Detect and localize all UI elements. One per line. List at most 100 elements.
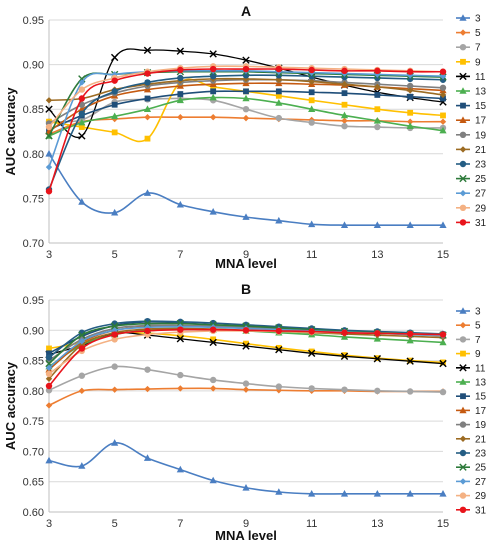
legend-label: 19 bbox=[475, 420, 487, 431]
data-point bbox=[78, 462, 86, 469]
legend-label: 19 bbox=[475, 130, 487, 141]
data-point bbox=[45, 364, 53, 372]
data-point bbox=[374, 123, 381, 131]
data-point bbox=[209, 65, 217, 73]
data-point bbox=[341, 386, 348, 393]
legend-label: 27 bbox=[475, 477, 487, 488]
legend-item: 29 bbox=[456, 491, 487, 502]
legend-label: 15 bbox=[475, 101, 487, 112]
legend-item: 3 bbox=[456, 14, 481, 25]
data-point bbox=[144, 135, 151, 142]
legend-item: 31 bbox=[456, 505, 487, 516]
legend-marker bbox=[459, 14, 467, 21]
data-point bbox=[242, 114, 250, 122]
data-point bbox=[45, 163, 53, 171]
data-point bbox=[275, 488, 283, 495]
legend-label: 31 bbox=[475, 505, 487, 516]
legend-item: 25 bbox=[456, 174, 487, 185]
chart-panel-a: A 0.70 0.75 0.80 0.85 0.90 0.95 3 5 7 9 11 13 15 MNA l… bbox=[3, 3, 487, 271]
legend-marker bbox=[459, 204, 467, 211]
data-point bbox=[209, 476, 217, 484]
data-point bbox=[177, 74, 184, 82]
legend-marker bbox=[459, 506, 467, 513]
data-point bbox=[406, 87, 414, 94]
legend-item: 7 bbox=[456, 43, 481, 54]
legend-marker bbox=[459, 421, 467, 428]
data-point bbox=[111, 208, 119, 216]
data-point bbox=[209, 50, 217, 58]
y-tick-label: 0.70 bbox=[23, 446, 44, 458]
legend-item: 31 bbox=[456, 218, 487, 229]
data-point bbox=[242, 75, 250, 83]
data-point bbox=[111, 331, 118, 338]
data-point bbox=[144, 385, 151, 393]
data-point bbox=[308, 220, 316, 228]
legend-marker bbox=[459, 174, 467, 183]
y-axis-title: AUC accuracy bbox=[3, 87, 18, 176]
data-point bbox=[275, 88, 282, 95]
data-point bbox=[242, 56, 250, 64]
data-point bbox=[308, 348, 315, 355]
data-point bbox=[45, 354, 53, 361]
legend-item: 15 bbox=[456, 101, 487, 112]
data-point bbox=[111, 101, 118, 108]
data-point bbox=[45, 123, 53, 131]
data-point bbox=[45, 188, 53, 195]
data-point bbox=[406, 336, 414, 344]
data-point bbox=[308, 328, 315, 335]
data-point bbox=[275, 114, 283, 122]
data-point bbox=[406, 388, 414, 395]
data-point bbox=[209, 93, 217, 101]
legend-label: 5 bbox=[475, 28, 481, 39]
data-point bbox=[78, 110, 86, 117]
y-tick-label: 0.85 bbox=[23, 104, 44, 116]
legend-item: 11 bbox=[456, 72, 486, 83]
legend-item: 29 bbox=[456, 203, 487, 214]
data-point bbox=[374, 330, 381, 337]
x-tick-label: 9 bbox=[243, 249, 249, 261]
y-tick-label: 0.85 bbox=[23, 356, 44, 368]
legend-label: 13 bbox=[475, 87, 487, 98]
series-line bbox=[48, 97, 444, 129]
y-tick-label: 0.90 bbox=[23, 325, 44, 337]
legend-marker bbox=[459, 116, 467, 123]
legend-label: 17 bbox=[475, 116, 487, 127]
data-point bbox=[176, 96, 184, 104]
data-point bbox=[110, 53, 119, 62]
data-point bbox=[439, 490, 447, 497]
data-point bbox=[439, 84, 447, 91]
data-point bbox=[177, 91, 184, 97]
series-5 bbox=[45, 385, 447, 409]
data-point bbox=[78, 79, 86, 86]
legend-item: 5 bbox=[456, 321, 481, 332]
data-point bbox=[440, 95, 446, 102]
legend-item: 9 bbox=[456, 57, 481, 68]
data-point bbox=[78, 118, 86, 126]
data-point bbox=[341, 117, 348, 124]
data-point bbox=[374, 83, 381, 91]
x-tick-label: 9 bbox=[243, 518, 249, 530]
data-point bbox=[439, 118, 447, 125]
legend-label: 9 bbox=[475, 57, 481, 68]
series-7 bbox=[45, 363, 447, 396]
data-point bbox=[242, 342, 250, 350]
legend-marker bbox=[459, 131, 467, 138]
data-point bbox=[111, 439, 119, 446]
y-tick-label: 0.60 bbox=[23, 507, 44, 519]
data-point bbox=[110, 322, 119, 330]
data-point bbox=[406, 68, 414, 75]
data-point bbox=[78, 95, 86, 102]
legend-label: 7 bbox=[475, 43, 481, 54]
data-point bbox=[407, 109, 414, 116]
data-point bbox=[46, 350, 52, 357]
legend-item: 17 bbox=[456, 406, 487, 417]
data-point bbox=[177, 114, 184, 121]
data-point bbox=[45, 382, 53, 390]
data-point bbox=[439, 388, 447, 396]
data-point bbox=[275, 345, 283, 354]
legend-label: 27 bbox=[475, 189, 487, 200]
legend-label: 7 bbox=[475, 335, 481, 346]
data-point bbox=[176, 47, 185, 55]
y-tick-label: 0.70 bbox=[23, 238, 44, 250]
legend-marker bbox=[459, 378, 467, 385]
